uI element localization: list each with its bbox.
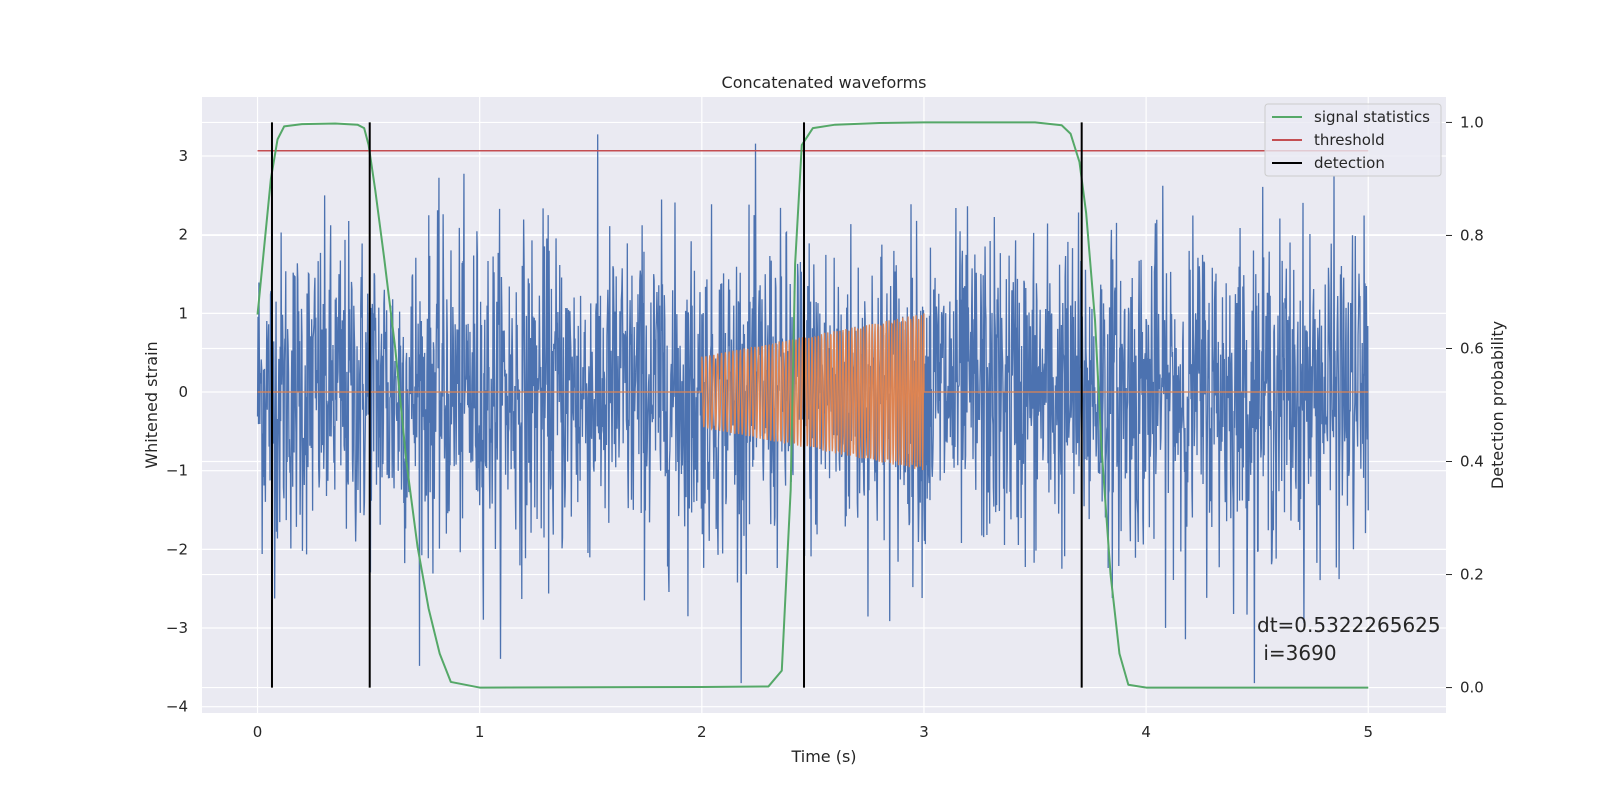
x-tick-label: 0 [253,723,263,741]
y-tick-label: 1 [178,304,188,322]
x-tick-label: 4 [1141,723,1151,741]
legend: signal statistics threshold detection [1264,103,1442,177]
y-tick-label: −2 [166,540,188,558]
x-tick-label: 2 [697,723,707,741]
annotation-i: i=3690 [1257,641,1337,665]
grid [202,97,1446,713]
y-right-tick-label: 0.0 [1460,679,1484,697]
legend-label-detection: detection [1314,154,1385,172]
x-tick-label: 5 [1363,723,1373,741]
tick-labels: 0 1 2 3 4 5 −4 −3 −2 −1 0 1 2 3 0.0 0.2 0.4 0.6 0.8 1.0 [166,113,1484,741]
y-right-tick-label: 0.6 [1460,339,1484,357]
y-right-tick-label: 1.0 [1460,113,1484,131]
signal-statistics-line [256,121,1369,689]
y-right-tick-label: 0.4 [1460,453,1484,471]
y-tick-label: 0 [178,383,188,401]
legend-label-threshold: threshold [1314,131,1385,149]
annotation-dt: dt=0.5322265625 [1257,613,1441,637]
chart-title: Concatenated waveforms [722,73,927,92]
x-tick-label: 3 [919,723,929,741]
y-right-tick-label: 0.2 [1460,566,1484,584]
legend-label-signal-statistics: signal statistics [1314,108,1430,126]
y-tick-label: −1 [166,462,188,480]
y-axis-label: Whitened strain [142,341,161,468]
y-axis-label-right: Detection probability [1488,321,1507,489]
x-axis-label: Time (s) [790,747,856,766]
chirp-waveform-line [257,313,1369,471]
y-right-tick-label: 0.8 [1460,226,1484,244]
y-tick-label: 2 [178,226,188,244]
y-tick-label: −3 [166,619,188,637]
y-tick-label: 3 [178,147,188,165]
x-tick-label: 1 [475,723,485,741]
y-tick-label: −4 [166,698,188,716]
